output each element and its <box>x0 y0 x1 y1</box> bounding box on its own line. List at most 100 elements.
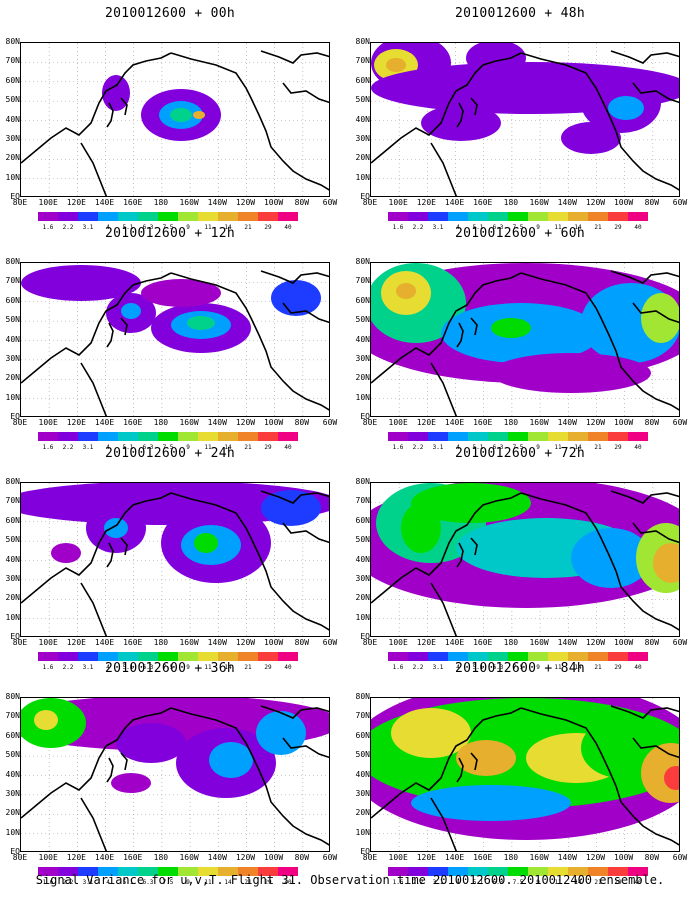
longitude-label: 160E <box>473 853 493 862</box>
variance-contour <box>411 785 571 821</box>
coastline <box>170 272 329 411</box>
colorbar-label: 29 <box>264 879 272 886</box>
coastline <box>120 97 128 116</box>
colorbar-swatch <box>508 652 528 661</box>
latitude-label: 50N <box>355 750 370 760</box>
latitude-label: 70N <box>355 711 370 721</box>
colorbar-label: 5.1 <box>122 879 134 886</box>
variance-contour <box>194 533 218 553</box>
coastline <box>632 522 679 544</box>
colorbar-swatch <box>568 867 588 876</box>
latitude-label: 60N <box>355 295 370 305</box>
colorbar-label: 4 <box>456 224 460 231</box>
map-frame <box>370 482 680 637</box>
colorbar <box>38 432 298 441</box>
latitude-label: 10N <box>5 172 20 182</box>
coastline <box>456 542 464 568</box>
colorbar-label: 21 <box>594 879 602 886</box>
colorbar-label: 40 <box>284 879 292 886</box>
longitude-label: 120W <box>585 638 606 647</box>
longitude-label: 180 <box>503 853 519 862</box>
variance-contour <box>193 111 205 119</box>
coastline <box>106 757 114 783</box>
latitude-label: EQ <box>10 412 20 421</box>
colorbar-swatch <box>118 212 138 221</box>
variance-contour <box>641 293 679 343</box>
latitude-label: 30N <box>355 353 370 363</box>
variance-contour <box>653 543 679 583</box>
coastline <box>456 757 464 783</box>
longitude-label: 180 <box>153 638 169 647</box>
longitude-label: 180 <box>153 418 169 427</box>
longitude-label: 100E <box>38 198 58 207</box>
longitude-label: 80E <box>362 853 378 862</box>
colorbar-label: 1.6 <box>42 224 54 231</box>
colorbar-swatch <box>468 867 488 876</box>
colorbar <box>388 212 648 221</box>
colorbar-swatch <box>408 867 428 876</box>
variance-contour <box>561 122 621 154</box>
coastline <box>282 82 329 104</box>
colorbar-swatch <box>98 652 118 661</box>
colorbar-label: 6.3 <box>492 664 504 671</box>
colorbar-label: 21 <box>244 879 252 886</box>
longitude-label: 120E <box>66 638 86 647</box>
latitude-label: 80N <box>355 692 370 701</box>
colorbar-swatch <box>468 652 488 661</box>
colorbar-swatch <box>178 652 198 661</box>
variance-contour <box>34 710 58 730</box>
map-panel: 2010012600 + 48h 80N 70N 60N 50N 40N 30N 20N 10N… <box>350 0 690 231</box>
longitude-label: 140E <box>444 198 465 207</box>
latitude-label: 60N <box>355 75 370 85</box>
colorbar-swatch <box>448 867 468 876</box>
variance-contour <box>187 316 215 330</box>
latitude-label: 20N <box>355 808 370 818</box>
colorbar-swatch <box>488 867 508 876</box>
colorbar <box>38 652 298 661</box>
longitude-label: 140W <box>557 418 577 427</box>
variance-contour <box>256 711 306 755</box>
colorbar-swatch <box>508 212 528 221</box>
colorbar-label: 14 <box>224 444 232 451</box>
longitude-label: 100E <box>388 418 408 427</box>
latitude-label: 30N <box>355 133 370 143</box>
latitude-label: 20N <box>5 153 20 163</box>
longitude-label: 60W <box>672 638 688 647</box>
variance-contour <box>121 303 141 319</box>
colorbar-swatch <box>408 652 428 661</box>
colorbar-swatch <box>218 652 238 661</box>
colorbar-swatch <box>278 867 298 876</box>
latitude-label: 80N <box>355 257 370 266</box>
longitude-label: 120W <box>585 853 606 862</box>
latitude-label: 60N <box>5 730 20 740</box>
longitude-label: 80E <box>362 198 378 207</box>
longitude-label: 60W <box>322 418 338 427</box>
latitude-label: 70N <box>355 56 370 66</box>
colorbar-label: 9 <box>536 224 540 231</box>
longitude-label: 160E <box>123 853 143 862</box>
map-frame <box>370 262 680 417</box>
coastline <box>260 705 329 719</box>
variance-contour <box>116 723 186 763</box>
latitude-label: 40N <box>5 114 20 124</box>
colorbar-label: 29 <box>614 879 622 886</box>
coastline <box>170 707 329 846</box>
latitude-label: 70N <box>5 711 20 721</box>
longitude-label: 120W <box>235 638 256 647</box>
colorbar-swatch <box>158 867 178 876</box>
colorbar-swatch <box>98 867 118 876</box>
longitude-label: 180 <box>503 638 519 647</box>
variance-contour <box>456 740 516 776</box>
map-panel: 2010012600 + 24h 80N 70N 60N 50N 40N 30N 20N 10N… <box>0 440 340 671</box>
map-frame <box>20 42 330 197</box>
latitude-label: 50N <box>5 535 20 545</box>
colorbar-label: 7.5 <box>512 664 524 671</box>
colorbar-label: 11 <box>554 444 562 451</box>
colorbar-swatch <box>568 652 588 661</box>
coastline <box>456 102 464 128</box>
variance-contour <box>608 96 644 120</box>
colorbar-swatch <box>428 867 448 876</box>
colorbar-swatch <box>118 867 138 876</box>
colorbar-swatch <box>448 212 468 221</box>
longitude-label: 100W <box>263 853 284 862</box>
